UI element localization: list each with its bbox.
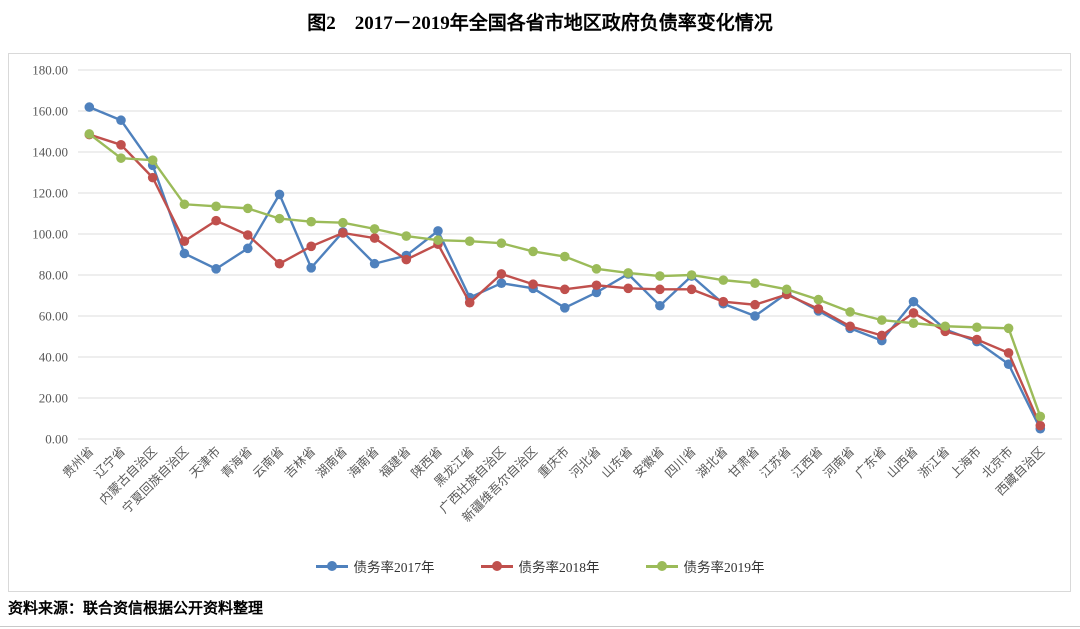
chart-legend: 债务率2017年 债务率2018年 债务率2019年 — [0, 556, 1080, 576]
legend-item-2018: 债务率2018年 — [480, 556, 600, 576]
svg-text:20.00: 20.00 — [39, 391, 68, 406]
legend-label-2018: 债务率2018年 — [518, 560, 600, 575]
svg-text:安徽省: 安徽省 — [630, 444, 667, 481]
svg-text:云南省: 云南省 — [249, 444, 286, 481]
svg-text:120.00: 120.00 — [32, 186, 68, 201]
legend-marker-2019-icon — [645, 560, 678, 572]
bottom-divider — [0, 626, 1080, 627]
svg-text:40.00: 40.00 — [39, 350, 68, 365]
svg-text:天津市: 天津市 — [186, 444, 223, 481]
source-note: 资料来源：联合资信根据公开资料整理 — [8, 601, 264, 617]
svg-text:甘肃省: 甘肃省 — [726, 444, 762, 480]
legend-marker-2017-icon — [315, 560, 348, 572]
svg-text:福建省: 福建省 — [376, 444, 413, 481]
svg-text:上海市: 上海市 — [947, 444, 984, 481]
svg-text:80.00: 80.00 — [39, 268, 68, 283]
legend-item-2019: 债务率2019年 — [645, 556, 765, 576]
svg-text:山西省: 山西省 — [884, 444, 920, 480]
svg-text:青海省: 青海省 — [218, 444, 255, 481]
svg-text:山东省: 山东省 — [599, 444, 635, 480]
svg-text:重庆市: 重庆市 — [535, 444, 572, 481]
svg-text:四川省: 四川省 — [662, 444, 698, 480]
svg-text:广东省: 广东省 — [852, 444, 888, 480]
svg-text:0.00: 0.00 — [45, 432, 68, 447]
svg-text:海南省: 海南省 — [345, 444, 382, 481]
chart-title: 图2 2017－2019年全国各省市地区政府负债率变化情况 — [307, 13, 773, 34]
svg-text:江西省: 江西省 — [789, 444, 825, 480]
legend-marker-2018-icon — [480, 560, 513, 572]
svg-text:100.00: 100.00 — [32, 227, 68, 242]
svg-text:湖北省: 湖北省 — [693, 444, 730, 481]
legend-label-2019: 债务率2019年 — [683, 560, 765, 575]
svg-text:160.00: 160.00 — [32, 104, 68, 119]
svg-text:湖南省: 湖南省 — [313, 444, 350, 481]
svg-text:吉林省: 吉林省 — [282, 444, 318, 480]
svg-text:140.00: 140.00 — [32, 145, 68, 160]
svg-text:江苏省: 江苏省 — [757, 444, 794, 481]
legend-label-2017: 债务率2017年 — [353, 560, 435, 575]
chart-area — [8, 53, 1071, 592]
svg-text:180.00: 180.00 — [32, 63, 68, 78]
svg-text:60.00: 60.00 — [39, 309, 68, 324]
svg-text:贵州省: 贵州省 — [60, 444, 96, 480]
svg-text:浙江省: 浙江省 — [915, 444, 952, 481]
svg-text:河北省: 河北省 — [567, 444, 603, 480]
legend-item-2017: 债务率2017年 — [315, 556, 435, 576]
svg-text:河南省: 河南省 — [820, 444, 857, 481]
